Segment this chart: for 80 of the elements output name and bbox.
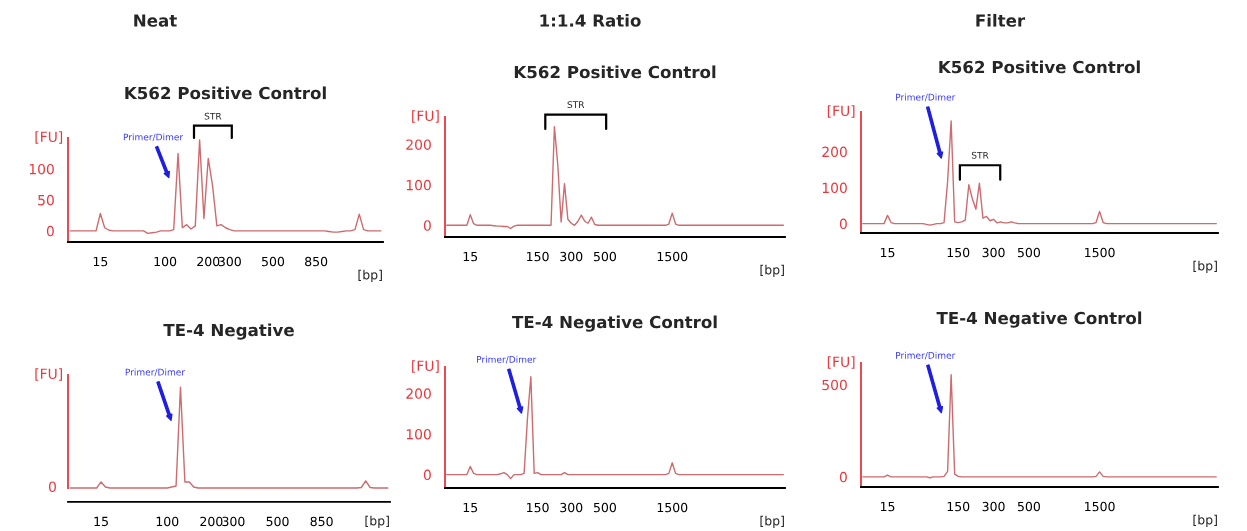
x-tick-label: 300: [218, 256, 241, 267]
x-tick-label: 300: [560, 502, 583, 513]
line-series: [862, 120, 1217, 226]
x-tick-label: 1500: [657, 502, 688, 513]
y-axis-title: [FU]: [412, 110, 439, 123]
x-tick-label: 15: [463, 502, 478, 513]
x-tick-label: 15: [880, 501, 895, 512]
x-tick-label: 15: [93, 256, 108, 267]
x-tick-label: 1500: [657, 251, 688, 262]
chart-subtitle: K562 Positive Control: [514, 65, 716, 79]
x-tick-label: 1500: [1085, 501, 1115, 512]
chart-title: Neat: [134, 14, 177, 27]
annotation: Primer/Dimer: [123, 133, 184, 142]
y-axis-title: [FU]: [827, 105, 855, 118]
x-tick-label: 15: [94, 516, 108, 527]
y-axis-title: [FU]: [412, 360, 439, 373]
x-tick-label: 500: [1017, 247, 1040, 258]
y-tick-label: 500: [822, 379, 847, 391]
x-tick-label: 150: [527, 251, 549, 262]
x-tick-label: 150: [947, 247, 970, 258]
x-tick-label: 500: [1017, 501, 1040, 512]
x-tick-label: 300: [222, 516, 245, 527]
x-tick-label: 300: [982, 247, 1005, 258]
x-tick-label: 150: [947, 501, 970, 512]
x-tick-label: 100: [154, 256, 177, 267]
y-tick-label: 0: [839, 218, 847, 230]
x-tick-label: 850: [305, 256, 328, 267]
text: Primer/Dimer: [125, 368, 185, 377]
y-tick-label: 0: [423, 220, 431, 231]
y-axis-title: [FU]: [35, 368, 62, 381]
x-axis-title: [bp]: [1193, 260, 1217, 273]
line-series: [69, 139, 382, 235]
x-tick-label: 500: [593, 251, 616, 262]
y-tick-label: 100: [406, 428, 431, 440]
text: STR: [204, 112, 222, 120]
y-tick-label: 200: [822, 146, 847, 158]
y-tick-label: 200: [406, 139, 431, 150]
x-axis-title: [bp]: [365, 515, 389, 528]
y-tick-label: 100: [406, 179, 431, 191]
y-tick-label: 100: [29, 163, 54, 175]
x-tick-label: 15: [463, 251, 478, 262]
x-tick-label: 1500: [1085, 247, 1115, 258]
line-series: [862, 373, 1217, 479]
x-tick-label: 150: [527, 502, 549, 513]
x-tick-label: 300: [560, 251, 583, 262]
x-axis-title: [bp]: [1193, 514, 1217, 527]
text: Primer/Dimer: [896, 93, 956, 102]
x-tick-label: 100: [156, 516, 179, 527]
x-tick-label: 200: [197, 256, 220, 267]
chart-title: TE-4 Negative Control: [512, 315, 717, 332]
chart-title: TE-4 Negative: [163, 323, 294, 340]
chart-subtitle: K562 Positive Control: [939, 60, 1140, 74]
y-tick-label: 0: [839, 471, 847, 483]
y-axis-title: [FU]: [35, 131, 63, 144]
text: STR: [567, 101, 585, 109]
y-tick-label: 200: [406, 388, 431, 399]
x-axis-title: [bp]: [760, 515, 784, 528]
chart-title: Filter: [976, 13, 1026, 27]
x-tick-label: 850: [310, 516, 333, 527]
y-tick-label: 0: [423, 469, 431, 481]
y-tick-label: 50: [38, 194, 54, 206]
x-tick-label: 500: [593, 502, 616, 513]
x-tick-label: 500: [266, 516, 289, 527]
x-tick-label: 15: [880, 247, 895, 258]
line-series: [445, 126, 785, 230]
x-tick-label: 500: [262, 256, 285, 267]
chart-title: 1:1.4 Ratio: [540, 13, 641, 27]
x-tick-label: 200: [200, 516, 223, 527]
y-tick-label: 100: [822, 182, 847, 194]
x-tick-label: 300: [982, 501, 1005, 512]
chart-title: TE-4 Negative Control: [936, 311, 1142, 328]
line-series: [445, 376, 785, 480]
y-axis-title: [FU]: [827, 356, 855, 369]
x-axis-title: [bp]: [760, 264, 784, 277]
annotation: STR: [971, 151, 989, 159]
x-axis-title: [bp]: [358, 269, 382, 282]
text: Primer/Dimer: [477, 355, 537, 364]
chart-subtitle: K562 Positive Control: [125, 86, 326, 100]
y-tick-label: 0: [46, 225, 54, 237]
text: Primer/Dimer: [896, 351, 956, 360]
